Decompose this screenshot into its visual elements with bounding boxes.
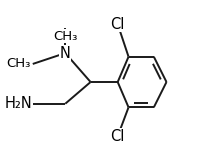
Text: CH₃: CH₃ bbox=[53, 30, 77, 43]
Text: CH₃: CH₃ bbox=[7, 58, 31, 70]
Text: N: N bbox=[60, 46, 71, 61]
Text: Cl: Cl bbox=[110, 129, 125, 144]
Text: Cl: Cl bbox=[110, 17, 125, 32]
Text: H₂N: H₂N bbox=[5, 96, 33, 111]
